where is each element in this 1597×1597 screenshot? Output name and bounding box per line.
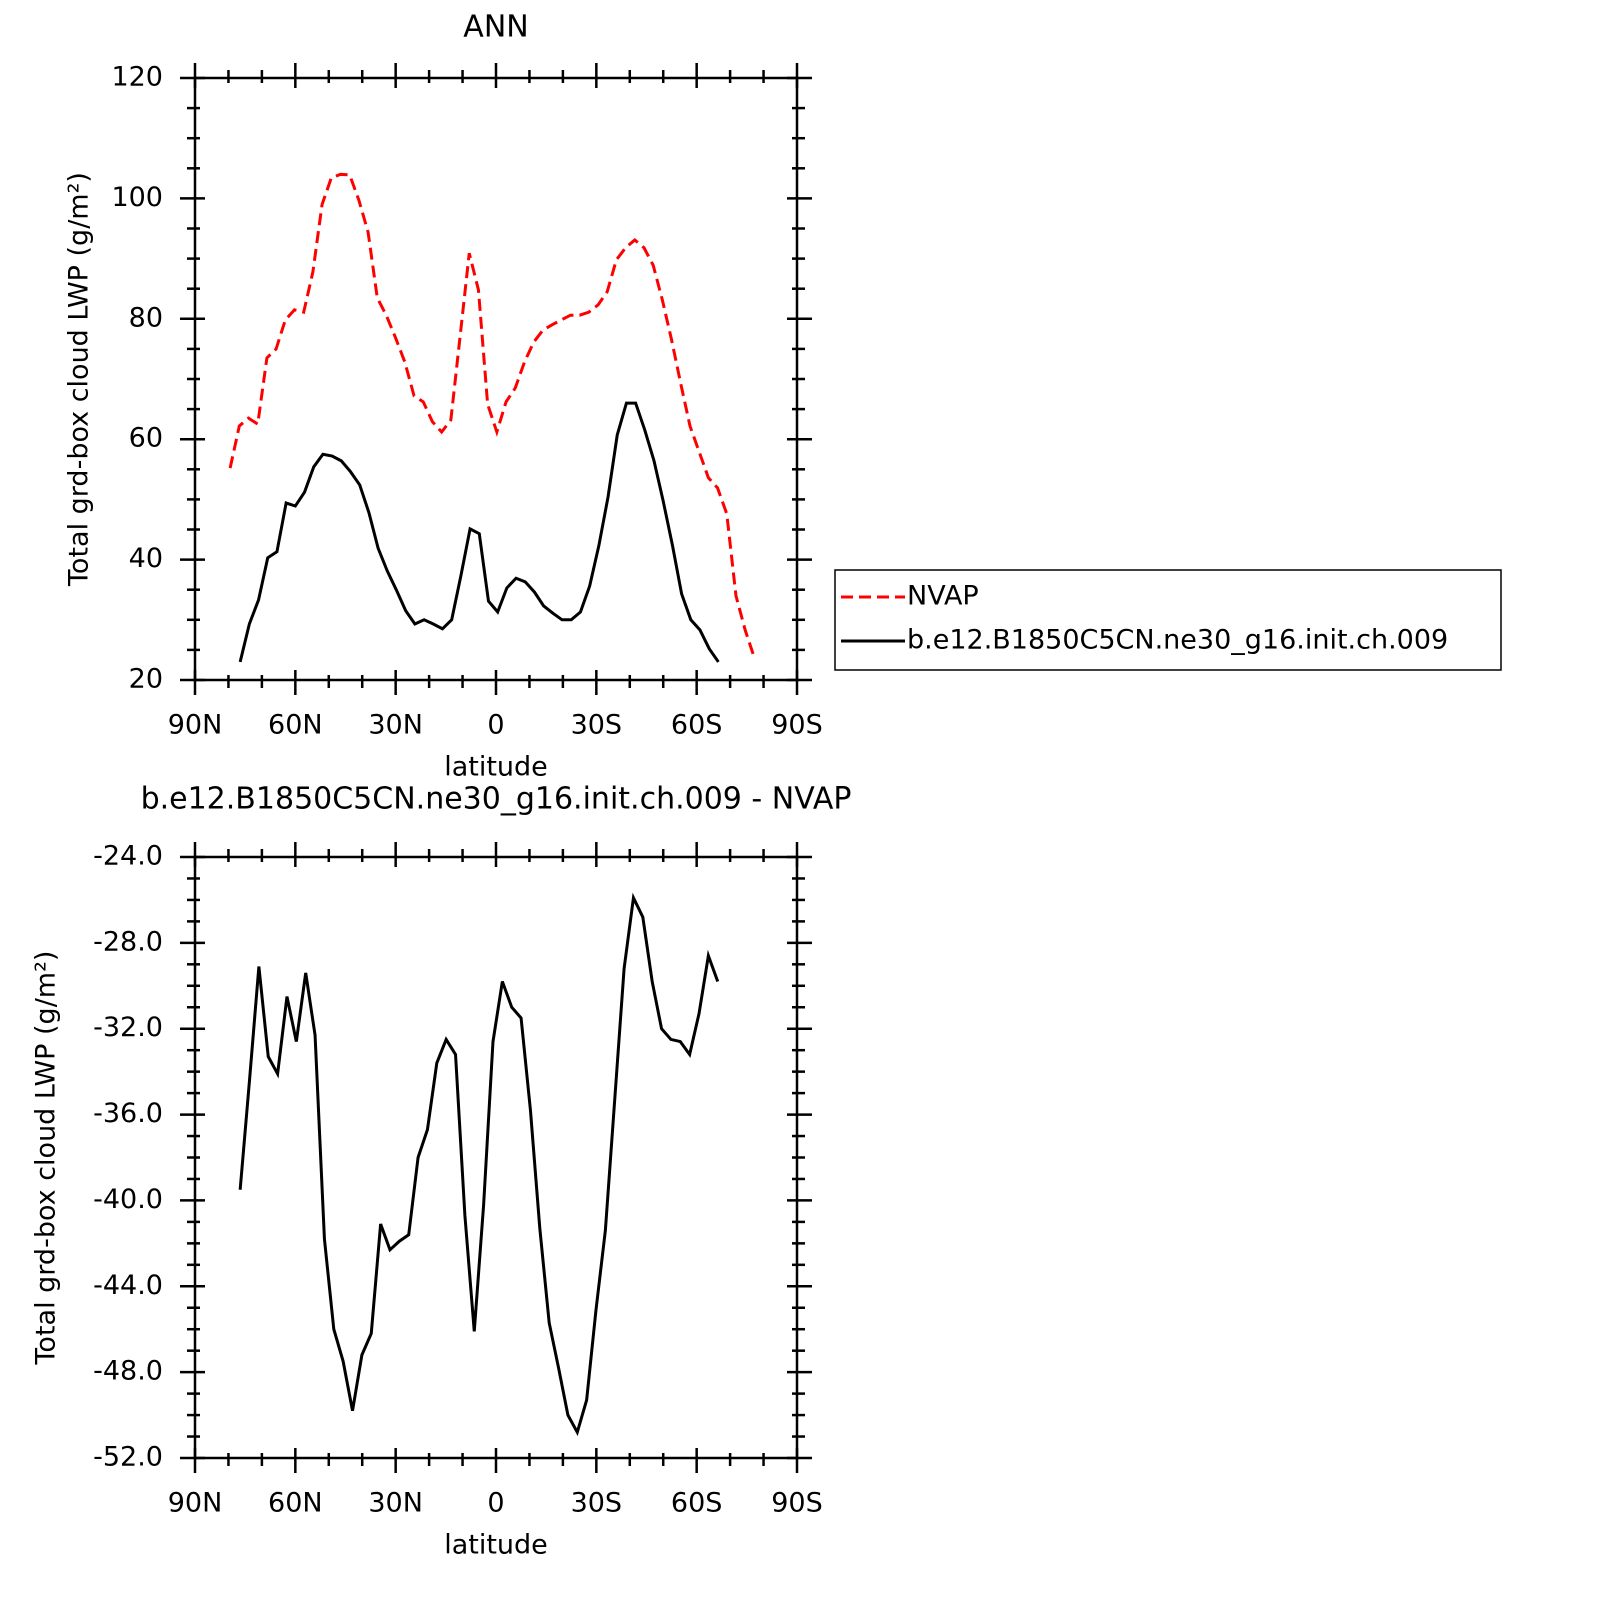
y-tick-label: -40.0 xyxy=(93,1184,163,1215)
data-line xyxy=(238,401,720,663)
plot-frame xyxy=(193,855,799,1460)
x-tick-label: 90N xyxy=(168,710,223,741)
x-tick-label: 30S xyxy=(571,710,623,741)
x-axis-label: latitude xyxy=(444,752,548,783)
chart-title: ANN xyxy=(463,10,528,45)
x-tick-label: 60N xyxy=(268,710,323,741)
y-tick-label: -48.0 xyxy=(93,1356,163,1387)
y-tick-label: -44.0 xyxy=(93,1270,163,1301)
data-line xyxy=(238,892,720,1437)
x-axis-label: latitude xyxy=(444,1530,548,1561)
y-tick-label: 120 xyxy=(111,62,163,93)
x-tick-label: 0 xyxy=(487,1488,504,1519)
y-tick-label: -24.0 xyxy=(93,841,163,872)
y-axis-label: Total grd-box cloud LWP (g/m²) xyxy=(64,172,95,587)
y-tick-label: -52.0 xyxy=(93,1442,163,1473)
y-tick-label: -36.0 xyxy=(93,1098,163,1129)
legend-label: NVAP xyxy=(907,581,979,612)
x-tick-label: 90S xyxy=(771,1488,823,1519)
legend-label: b.e12.B1850C5CN.ne30_g16.init.ch.009 xyxy=(907,625,1448,656)
plot-frame xyxy=(193,76,799,682)
x-tick-label: 60N xyxy=(268,1488,323,1519)
y-tick-label: -32.0 xyxy=(93,1012,163,1043)
x-tick-label: 0 xyxy=(487,710,504,741)
y-axis-label: Total grd-box cloud LWP (g/m²) xyxy=(31,951,62,1366)
y-tick-label: 60 xyxy=(129,423,163,454)
y-tick-label: 80 xyxy=(129,302,163,333)
chart-title: b.e12.B1850C5CN.ne30_g16.init.ch.009 - N… xyxy=(141,782,852,817)
y-tick-label: 100 xyxy=(111,182,163,213)
x-tick-label: 30S xyxy=(571,1488,623,1519)
x-tick-label: 30N xyxy=(368,1488,423,1519)
y-tick-label: -28.0 xyxy=(93,926,163,957)
legend-box xyxy=(834,569,1502,671)
x-tick-label: 90S xyxy=(771,710,823,741)
x-tick-label: 90N xyxy=(168,1488,223,1519)
x-tick-label: 30N xyxy=(368,710,423,741)
data-line xyxy=(228,172,756,659)
x-tick-label: 60S xyxy=(671,1488,723,1519)
x-tick-label: 60S xyxy=(671,710,723,741)
y-tick-label: 20 xyxy=(129,664,163,695)
y-tick-label: 40 xyxy=(129,543,163,574)
